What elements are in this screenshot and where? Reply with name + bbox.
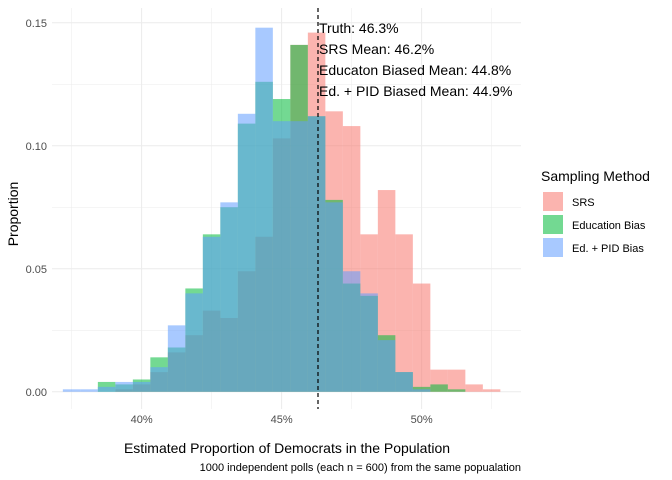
histogram-bar	[62, 389, 81, 392]
histogram-bar	[360, 293, 378, 392]
legend-key	[543, 238, 563, 257]
histogram-bar	[325, 202, 343, 392]
y-tick-label: 0.00	[26, 387, 47, 399]
histogram-bar	[447, 389, 466, 392]
histogram-bar	[150, 367, 168, 392]
histogram-bar	[412, 389, 431, 392]
mean-annotation: Educaton Biased Mean: 44.8%	[319, 62, 511, 78]
legend-label: Ed. + PID Bias	[572, 243, 644, 255]
mean-annotations: Truth: 46.3% SRS Mean: 46.2% Educaton Bias…	[319, 20, 512, 99]
y-tick-label: 0.15	[26, 18, 47, 30]
legend-key	[543, 192, 563, 211]
x-axis-title: Estimated Proportion of Democrats in the…	[124, 440, 450, 456]
series-ed-pid-bias	[62, 27, 431, 392]
histogram-bar	[395, 372, 413, 392]
legend-label: Education Bias	[572, 220, 646, 232]
legend-key	[543, 215, 563, 234]
histogram-bar	[97, 386, 116, 392]
histogram-bar	[202, 236, 221, 392]
x-tick-label: 40%	[131, 414, 153, 426]
histogram-bar	[342, 271, 361, 392]
mean-annotation: Truth: 46.3%	[319, 20, 399, 36]
histogram-bar	[412, 283, 431, 392]
caption: 1000 independent polls (each n = 600) fr…	[200, 462, 521, 474]
mean-annotation: SRS Mean: 46.2%	[319, 41, 434, 57]
legend: Sampling Method SRS Education Bias Ed. + P…	[541, 168, 650, 257]
axis-tick-labels: 0.00 0.05 0.10 0.15 40% 45% 50%	[26, 18, 433, 426]
histogram-bar	[377, 340, 396, 392]
mean-annotation: Ed. + PID Biased Mean: 44.9%	[319, 83, 512, 99]
histogram-bar	[185, 293, 203, 392]
histogram-bar	[115, 381, 133, 392]
x-tick-label: 45%	[271, 414, 293, 426]
histogram-bar	[220, 202, 238, 392]
histogram-bar	[167, 325, 186, 392]
histogram-bar	[80, 389, 98, 392]
legend-label: SRS	[572, 197, 595, 209]
histogram-bar	[290, 121, 308, 392]
histogram-bar	[447, 369, 466, 392]
histogram-bar	[307, 116, 326, 392]
histogram-bar	[430, 384, 448, 392]
y-tick-label: 0.05	[26, 264, 47, 276]
histogram-bar	[395, 234, 413, 392]
histogram-bar	[272, 121, 291, 392]
histogram-bar	[132, 381, 151, 392]
histogram-bars	[62, 27, 501, 392]
histogram-bar	[465, 384, 483, 392]
y-axis-title: Proportion	[5, 182, 21, 247]
x-tick-label: 50%	[411, 414, 433, 426]
legend-title: Sampling Method	[541, 168, 650, 184]
histogram-bar	[255, 27, 273, 392]
histogram-bar	[237, 113, 256, 392]
y-tick-label: 0.10	[26, 141, 47, 153]
histogram-bar	[482, 389, 501, 392]
